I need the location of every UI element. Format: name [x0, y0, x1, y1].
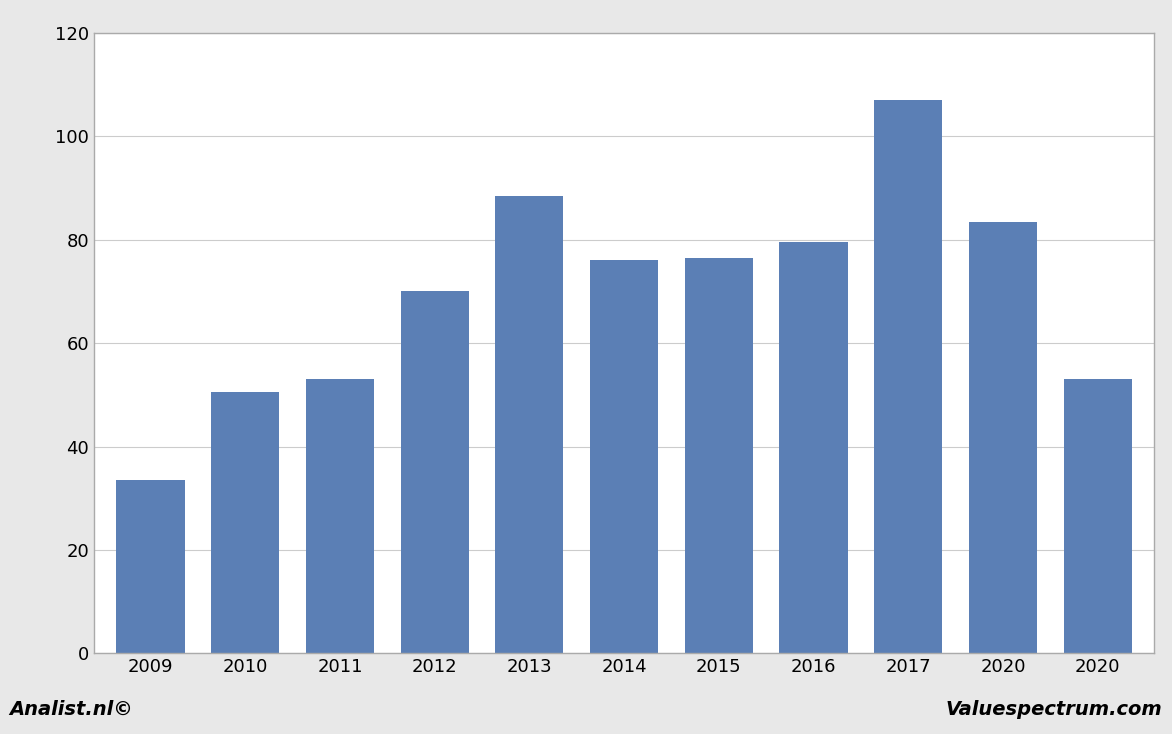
Bar	[211, 392, 279, 653]
Bar	[401, 291, 469, 653]
Bar	[306, 379, 374, 653]
Text: Analist.nl©: Analist.nl©	[9, 700, 134, 719]
Bar	[684, 258, 752, 653]
Bar	[496, 196, 564, 653]
Bar	[590, 261, 659, 653]
Bar	[969, 222, 1037, 653]
Bar	[874, 101, 942, 653]
Bar	[779, 242, 847, 653]
Text: Valuespectrum.com: Valuespectrum.com	[946, 700, 1163, 719]
Bar	[116, 480, 185, 653]
Bar	[1063, 379, 1132, 653]
